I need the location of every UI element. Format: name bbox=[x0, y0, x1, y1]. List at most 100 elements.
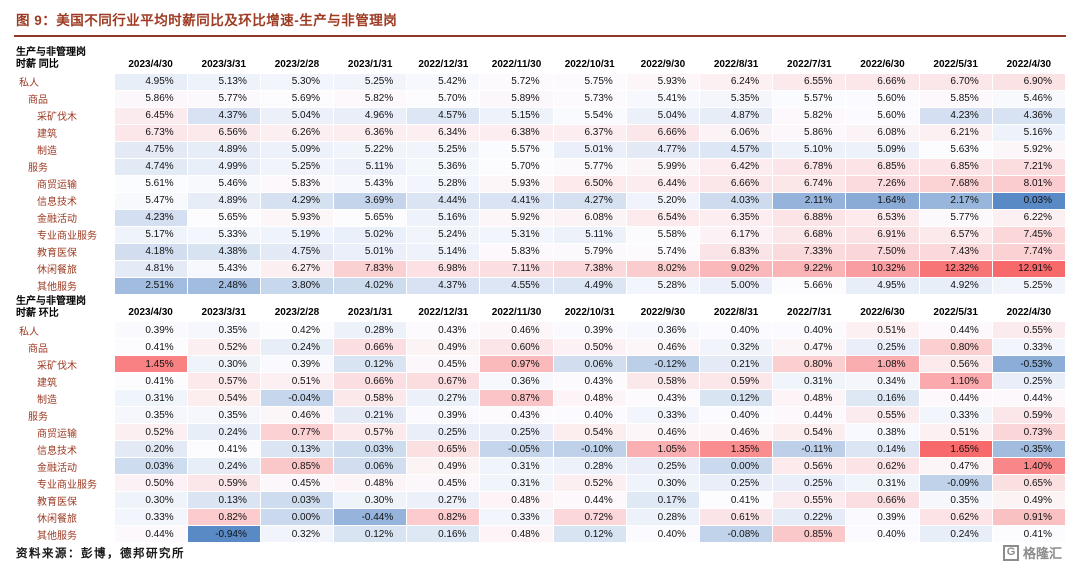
column-header-date: 2023/2/28 bbox=[274, 307, 320, 318]
value-cell: 5.16% bbox=[406, 208, 481, 227]
table-row: 金融活动 4.23% 5.65% 5.93% 5.65% 5.16% 5.92% 6.08% 6… bbox=[14, 208, 1067, 227]
table-row: 信息技术 0.20% 0.41% 0.13% 0.03% 0.65% -0.05% -0.10… bbox=[14, 440, 1067, 458]
value-cell: 0.12% bbox=[698, 389, 774, 407]
value-cell: 5.82% bbox=[333, 89, 408, 108]
table-row: 教育医保 4.18% 4.38% 4.75% 5.01% 5.14% 5.83% 5.79% 5… bbox=[14, 242, 1067, 261]
value-cell: 1.65% bbox=[918, 440, 993, 458]
value-cell: 0.00% bbox=[259, 508, 335, 526]
value-cell: 0.25% bbox=[991, 372, 1067, 390]
column-header-date: 2022/4/30 bbox=[1006, 307, 1052, 318]
table-row: 商品 0.41% 0.52% 0.24% 0.66% 0.49% 0.60% 0.50% 0.4… bbox=[14, 338, 1067, 356]
value-cell: 6.66% bbox=[845, 72, 920, 91]
value-cell: 0.24% bbox=[259, 338, 335, 356]
value-cell: 0.27% bbox=[406, 491, 481, 509]
value-cell: 1.08% bbox=[845, 355, 920, 373]
value-cell: -0.08% bbox=[698, 525, 774, 543]
table-row: 商贸运输 0.52% 0.24% 0.77% 0.57% 0.25% 0.25% 0.54% 0… bbox=[14, 423, 1067, 441]
column-header-date: 2022/11/30 bbox=[491, 307, 542, 318]
table-row: 制造 4.75% 4.89% 5.09% 5.22% 5.25% 5.57% 5.01% 4.7… bbox=[14, 140, 1067, 159]
row-label: 专业商业服务 bbox=[14, 474, 114, 492]
value-cell: 0.03% bbox=[333, 440, 408, 458]
value-cell: 0.56% bbox=[918, 355, 993, 373]
value-cell: 0.39% bbox=[552, 321, 627, 339]
value-cell: 0.13% bbox=[259, 440, 335, 458]
value-cell: 0.30% bbox=[186, 355, 261, 373]
value-cell: 4.37% bbox=[406, 276, 481, 295]
value-cell: 5.35% bbox=[698, 89, 774, 108]
value-cell: 8.01% bbox=[991, 174, 1067, 193]
value-cell: 4.87% bbox=[698, 106, 774, 125]
value-cell: 0.40% bbox=[772, 321, 847, 339]
value-cell: 6.57% bbox=[918, 225, 993, 244]
column-header-date: 2022/9/30 bbox=[640, 58, 686, 70]
value-cell: 6.68% bbox=[772, 225, 847, 244]
value-cell: 0.49% bbox=[406, 338, 481, 356]
value-cell: 6.55% bbox=[772, 72, 847, 91]
table-row: 制造 0.31% 0.54% -0.04% 0.58% 0.27% 0.87% 0.48% 0.… bbox=[14, 389, 1067, 407]
value-cell: 4.95% bbox=[845, 276, 920, 295]
value-cell: 0.06% bbox=[552, 355, 627, 373]
value-cell: 7.26% bbox=[845, 174, 920, 193]
value-cell: 5.43% bbox=[186, 259, 261, 278]
table-row: 其他服务 2.51% 2.48% 3.80% 4.02% 4.37% 4.55% 4.49% 5… bbox=[14, 276, 1067, 295]
value-cell: 0.47% bbox=[918, 457, 993, 475]
value-cell: 5.28% bbox=[625, 276, 701, 295]
value-cell: 0.35% bbox=[186, 321, 261, 339]
value-cell: 0.55% bbox=[772, 491, 847, 509]
value-cell: 5.25% bbox=[991, 276, 1067, 295]
value-cell: 0.47% bbox=[772, 338, 847, 356]
value-cell: 0.16% bbox=[406, 525, 481, 543]
value-cell: 0.65% bbox=[406, 440, 481, 458]
value-cell: 5.85% bbox=[918, 89, 993, 108]
value-cell: 5.46% bbox=[186, 174, 261, 193]
value-cell: 0.12% bbox=[333, 355, 408, 373]
table-row: 休闲餐旅 0.33% 0.82% 0.00% -0.44% 0.82% 0.33% 0.72%… bbox=[14, 508, 1067, 526]
row-label: 建筑 bbox=[14, 124, 114, 141]
value-cell: 0.45% bbox=[406, 474, 481, 492]
value-cell: 8.02% bbox=[625, 259, 701, 278]
value-cell: 5.77% bbox=[552, 157, 627, 176]
value-cell: 0.32% bbox=[259, 525, 335, 543]
column-header-date: 2022/9/30 bbox=[640, 307, 686, 318]
value-cell: 4.41% bbox=[479, 191, 554, 210]
column-header-date: 2022/6/30 bbox=[860, 307, 905, 318]
value-cell: 5.10% bbox=[772, 140, 847, 159]
value-cell: 0.35% bbox=[113, 406, 188, 424]
value-cell: 0.56% bbox=[772, 457, 847, 475]
value-cell: 5.11% bbox=[552, 225, 627, 244]
value-cell: -0.35% bbox=[991, 440, 1067, 458]
value-cell: 0.72% bbox=[552, 508, 627, 526]
value-cell: 5.04% bbox=[259, 106, 335, 125]
value-cell: 0.40% bbox=[698, 321, 774, 339]
value-cell: 4.77% bbox=[625, 140, 701, 159]
value-cell: 0.35% bbox=[186, 406, 261, 424]
value-cell: 4.38% bbox=[186, 242, 261, 261]
column-header-date: 2022/6/30 bbox=[860, 58, 905, 70]
value-cell: 0.22% bbox=[772, 508, 847, 526]
value-cell: -0.04% bbox=[259, 389, 335, 407]
value-cell: 0.52% bbox=[186, 338, 261, 356]
value-cell: 6.54% bbox=[625, 208, 701, 227]
value-cell: 0.39% bbox=[406, 406, 481, 424]
value-cell: 0.59% bbox=[186, 474, 261, 492]
value-cell: 4.75% bbox=[113, 140, 188, 159]
value-cell: 0.52% bbox=[113, 423, 188, 441]
value-cell: 4.75% bbox=[259, 242, 335, 261]
value-cell: 6.17% bbox=[698, 225, 774, 244]
value-cell: 0.42% bbox=[259, 321, 335, 339]
value-cell: 5.57% bbox=[479, 140, 554, 159]
table-row: 服务 0.35% 0.35% 0.46% 0.21% 0.39% 0.43% 0.40% 0.3… bbox=[14, 406, 1067, 424]
header-row: 生产与非管理岗 时薪 同比 2023/4/30 2023/3/31 2023/2/28 2… bbox=[14, 46, 1066, 73]
value-cell: 6.74% bbox=[772, 174, 847, 193]
value-cell: 4.92% bbox=[918, 276, 993, 295]
value-cell: 5.70% bbox=[479, 157, 554, 176]
value-cell: 0.41% bbox=[991, 525, 1067, 543]
value-cell: 6.38% bbox=[479, 123, 554, 142]
value-cell: 4.27% bbox=[552, 191, 627, 210]
value-cell: 6.85% bbox=[918, 157, 993, 176]
value-cell: 12.32% bbox=[918, 259, 993, 278]
row-label: 服务 bbox=[14, 406, 114, 424]
value-cell: 0.28% bbox=[333, 321, 408, 339]
value-cell: 5.42% bbox=[406, 72, 481, 91]
value-cell: 0.24% bbox=[186, 457, 261, 475]
